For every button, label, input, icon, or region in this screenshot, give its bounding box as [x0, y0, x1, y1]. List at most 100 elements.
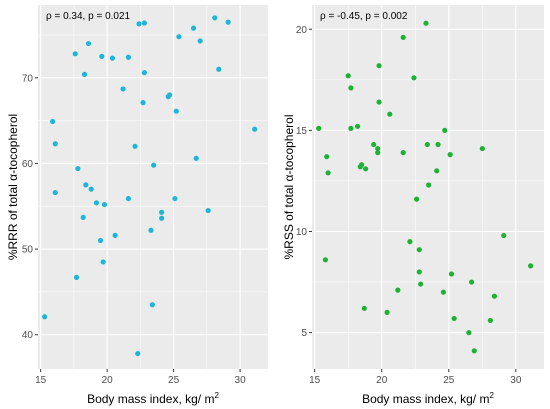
- right-data-point: [418, 281, 424, 287]
- right-y-tick-label: 10: [296, 227, 308, 238]
- right-data-point: [424, 141, 430, 148]
- right-data-point: [400, 34, 406, 40]
- left-data-point: [205, 207, 211, 214]
- left-y-tick-label: 60: [22, 159, 34, 170]
- left-data-point: [50, 118, 56, 125]
- left-correlation-annotation: ρ = 0.34, p = 0.021: [46, 11, 131, 22]
- left-data-point: [173, 108, 179, 114]
- right-data-point: [466, 330, 472, 336]
- left-x-axis-title-superscript: 2: [214, 391, 219, 400]
- left-data-point: [252, 126, 258, 132]
- left-data-point: [148, 227, 154, 233]
- right-data-point: [440, 289, 447, 295]
- left-data-point: [193, 155, 199, 161]
- left-x-tick-label: 15: [35, 375, 47, 386]
- left-data-point: [112, 232, 118, 238]
- right-x-tick-label: 15: [309, 375, 321, 386]
- left-data-point: [125, 195, 132, 202]
- left-data-point: [136, 21, 142, 27]
- right-x-tick-label: 20: [376, 375, 388, 386]
- right-data-point: [407, 239, 413, 245]
- right-y-tick-label: 5: [301, 328, 307, 339]
- right-data-point: [527, 263, 534, 269]
- left-data-point: [135, 350, 141, 357]
- right-data-point: [442, 127, 448, 133]
- right-data-point: [426, 182, 432, 188]
- right-data-point: [435, 141, 441, 148]
- left-x-axis-title: Body mass index, kg/ m2: [87, 391, 219, 406]
- left-data-point: [159, 209, 165, 215]
- right-axis-ticks: 15 20 25 30 5 10 15 20: [296, 25, 522, 386]
- right-data-point: [376, 99, 382, 105]
- left-data-point: [42, 314, 48, 320]
- right-data-point: [363, 166, 369, 172]
- right-data-point: [375, 145, 381, 152]
- left-y-axis-title: %RRR of total α-tocopherol: [6, 114, 20, 260]
- left-x-tick-label: 30: [235, 375, 247, 386]
- left-data-point: [52, 141, 58, 147]
- right-data-point: [434, 168, 440, 174]
- left-data-points: [42, 15, 258, 357]
- left-data-point: [225, 19, 231, 25]
- left-scatter-panel: 15 20 25 30 40 50 60 70 ρ = 0.34, p = 0.021 Bod…: [6, 5, 268, 406]
- left-data-point: [190, 25, 197, 31]
- left-data-point: [216, 66, 222, 72]
- left-data-point: [159, 215, 165, 221]
- left-x-tick-label: 20: [102, 375, 114, 386]
- right-data-point: [416, 269, 422, 275]
- right-y-tick-label: 15: [296, 126, 308, 137]
- left-data-point: [151, 162, 157, 168]
- left-data-point: [81, 71, 88, 77]
- right-x-axis-title-superscript: 2: [489, 391, 494, 400]
- left-data-point: [93, 200, 100, 206]
- right-data-points: [316, 20, 534, 354]
- right-x-axis-title: Body mass index, kg/ m2: [362, 391, 494, 406]
- right-x-tick-label: 25: [443, 375, 455, 386]
- right-data-point: [325, 170, 331, 176]
- right-data-point: [316, 125, 322, 131]
- left-data-point: [140, 100, 146, 106]
- left-data-point: [88, 186, 94, 192]
- right-y-tick-label: 20: [296, 25, 308, 36]
- right-data-point: [423, 20, 429, 26]
- left-axis-ticks: 15 20 25 30 40 50 60 70: [22, 73, 246, 386]
- left-data-point: [109, 55, 116, 61]
- left-data-point: [80, 214, 86, 221]
- right-data-point: [416, 247, 422, 253]
- left-data-point: [75, 165, 81, 172]
- left-x-tick-label: 25: [168, 375, 180, 386]
- right-data-point: [487, 317, 493, 324]
- right-correlation-annotation: ρ = -0.45, p = 0.002: [320, 11, 408, 22]
- right-data-point: [371, 141, 377, 148]
- left-data-point: [141, 70, 147, 76]
- right-x-axis-title-main: Body mass index, kg/ m: [362, 392, 489, 406]
- right-data-point: [447, 152, 453, 158]
- right-data-point: [354, 123, 361, 129]
- left-data-point: [125, 54, 132, 60]
- right-data-point: [395, 287, 401, 293]
- right-data-point: [501, 232, 507, 239]
- right-data-point: [322, 257, 329, 263]
- right-data-point: [345, 73, 351, 79]
- right-data-point: [361, 305, 367, 311]
- left-data-point: [176, 34, 182, 40]
- right-data-point: [479, 145, 485, 152]
- left-data-point: [197, 38, 203, 44]
- left-data-point: [99, 53, 105, 59]
- right-data-point: [451, 315, 457, 322]
- right-data-point: [414, 196, 420, 202]
- left-data-point: [72, 51, 78, 57]
- left-data-point: [97, 237, 104, 244]
- left-data-point: [132, 143, 138, 149]
- right-x-tick-label: 30: [510, 375, 522, 386]
- left-panel-background: [38, 5, 268, 369]
- left-data-point: [101, 201, 108, 208]
- right-data-point: [359, 162, 365, 168]
- left-y-tick-label: 70: [22, 73, 34, 84]
- right-data-point: [491, 293, 497, 299]
- left-data-point: [141, 20, 147, 26]
- right-data-point: [384, 309, 390, 315]
- right-data-point: [375, 150, 381, 156]
- right-data-point: [400, 150, 406, 156]
- left-y-tick-label: 50: [22, 245, 34, 256]
